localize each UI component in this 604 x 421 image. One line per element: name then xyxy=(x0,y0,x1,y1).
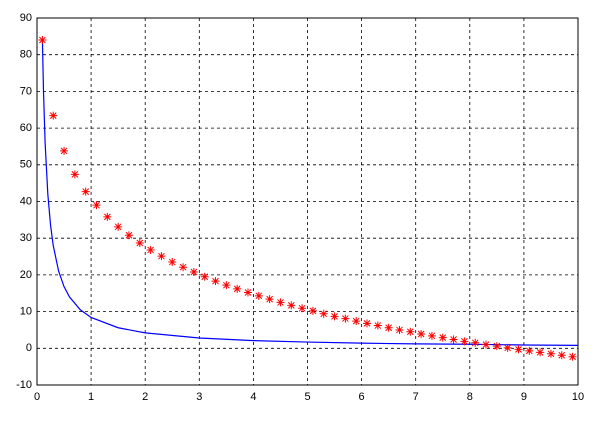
x-tick-label: 6 xyxy=(359,391,365,403)
star-marker xyxy=(146,245,155,254)
x-tick-label: 10 xyxy=(572,391,584,403)
y-tick-label: 80 xyxy=(20,49,32,61)
star-marker xyxy=(114,222,123,231)
star-marker xyxy=(157,252,166,261)
x-tick-label: 4 xyxy=(250,391,256,403)
star-marker xyxy=(482,340,491,349)
star-marker xyxy=(200,272,209,281)
x-tick-label: 3 xyxy=(196,391,202,403)
star-marker xyxy=(60,146,69,155)
star-marker xyxy=(168,258,177,267)
star-marker xyxy=(287,301,296,310)
star-marker xyxy=(352,317,361,326)
star-marker xyxy=(449,335,458,344)
data-line xyxy=(41,40,579,346)
y-tick-label: 0 xyxy=(26,342,32,354)
star-marker xyxy=(471,338,480,347)
star-marker xyxy=(254,291,263,300)
star-marker xyxy=(298,304,307,313)
y-tick-label: 60 xyxy=(20,122,32,134)
star-marker xyxy=(38,36,47,45)
star-marker xyxy=(492,342,501,351)
star-marker xyxy=(243,288,252,297)
star-marker xyxy=(233,284,242,293)
x-tick-label: 8 xyxy=(467,391,473,403)
star-marker xyxy=(49,111,58,120)
star-marker xyxy=(189,267,198,276)
x-tick-label: 9 xyxy=(521,391,527,403)
star-marker xyxy=(406,327,415,336)
x-tick-label: 7 xyxy=(413,391,419,403)
star-marker xyxy=(568,352,577,361)
y-tick-label: 70 xyxy=(20,85,32,97)
x-tick-label: 2 xyxy=(142,391,148,403)
star-marker xyxy=(503,343,512,352)
star-marker xyxy=(460,337,469,346)
star-marker xyxy=(308,306,317,315)
y-tick-label: -10 xyxy=(16,379,32,391)
star-marker xyxy=(276,298,285,307)
y-tick-label: 40 xyxy=(20,195,32,207)
star-marker xyxy=(70,170,79,179)
plot-frame xyxy=(36,17,579,386)
star-marker xyxy=(363,319,372,328)
x-tick-label: 0 xyxy=(34,391,40,403)
x-tick-label: 1 xyxy=(88,391,94,403)
x-tick-label: 5 xyxy=(304,391,310,403)
star-marker xyxy=(92,201,101,210)
star-marker xyxy=(427,331,436,340)
y-tick-label: 20 xyxy=(20,269,32,281)
star-marker xyxy=(417,329,426,338)
star-marker xyxy=(557,351,566,360)
star-marker xyxy=(135,238,144,247)
star-marker xyxy=(395,325,404,334)
star-marker xyxy=(222,281,231,290)
star-marker xyxy=(211,277,220,286)
star-marker xyxy=(103,212,112,221)
y-tick-label: 90 xyxy=(20,12,32,24)
star-marker xyxy=(546,349,555,358)
y-tick-label: 50 xyxy=(20,159,32,171)
star-marker xyxy=(373,321,382,330)
star-marker xyxy=(525,346,534,355)
star-marker xyxy=(514,345,523,354)
star-marker xyxy=(536,348,545,357)
star-marker xyxy=(81,187,90,196)
star-marker xyxy=(179,263,188,272)
star-marker xyxy=(124,231,133,240)
star-marker xyxy=(265,295,274,304)
star-marker xyxy=(319,309,328,318)
star-marker xyxy=(384,323,393,332)
y-tick-label: 30 xyxy=(20,232,32,244)
star-marker xyxy=(438,333,447,342)
star-marker xyxy=(341,314,350,323)
star-marker xyxy=(330,312,339,321)
y-tick-label: 10 xyxy=(20,306,32,318)
